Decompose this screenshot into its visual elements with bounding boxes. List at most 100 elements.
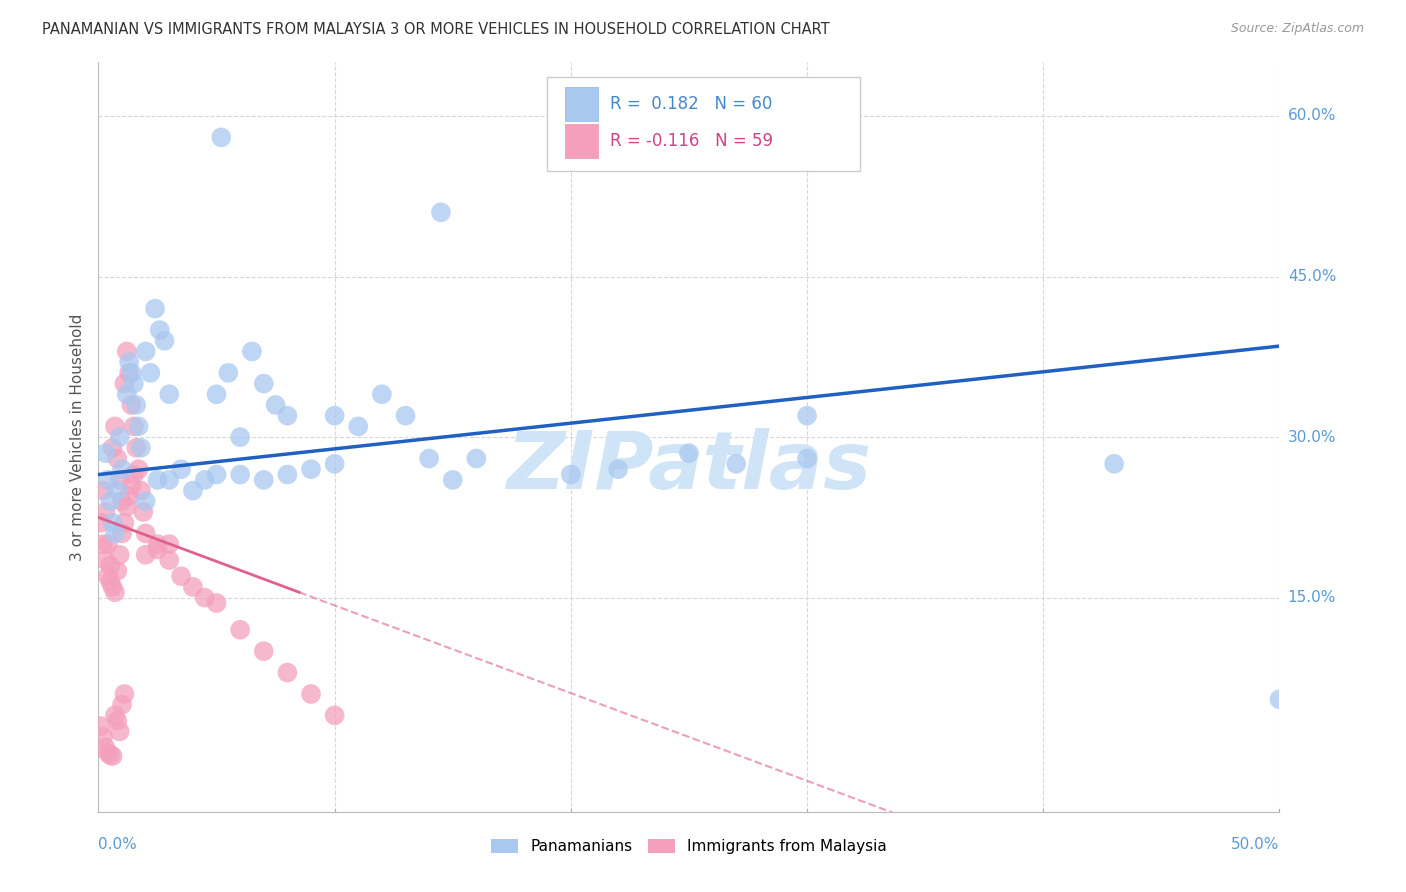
Point: [94, 446, 117, 460]
Text: 50.0%: 50.0%: [1232, 837, 1279, 852]
Point: [418, 451, 440, 466]
Point: [111, 698, 134, 712]
Point: [323, 708, 346, 723]
Point: [105, 564, 128, 578]
Point: [149, 323, 172, 337]
Point: [157, 553, 180, 567]
Point: [796, 451, 818, 466]
Point: [139, 366, 162, 380]
Point: [91, 537, 114, 551]
Point: [90, 719, 112, 733]
Point: [323, 409, 346, 423]
Point: [229, 467, 252, 482]
Point: [157, 473, 180, 487]
Legend: Panamanians, Immigrants from Malaysia: Panamanians, Immigrants from Malaysia: [485, 833, 893, 860]
Point: [217, 366, 239, 380]
Point: [299, 462, 322, 476]
Point: [253, 473, 276, 487]
Point: [112, 687, 135, 701]
Point: [194, 591, 217, 605]
Text: R =  0.182   N = 60: R = 0.182 N = 60: [610, 95, 772, 112]
Point: [194, 473, 217, 487]
Point: [118, 366, 141, 380]
Point: [94, 505, 117, 519]
Point: [205, 387, 228, 401]
Point: [264, 398, 287, 412]
Point: [465, 451, 488, 466]
Text: 0.0%: 0.0%: [98, 837, 138, 852]
Point: [94, 553, 117, 567]
Point: [129, 441, 152, 455]
Point: [111, 526, 134, 541]
Point: [205, 467, 228, 482]
Point: [441, 473, 464, 487]
Point: [91, 483, 114, 498]
Point: [240, 344, 263, 359]
Text: R = -0.116   N = 59: R = -0.116 N = 59: [610, 132, 773, 150]
Point: [97, 537, 120, 551]
Point: [146, 542, 169, 557]
Text: 60.0%: 60.0%: [1288, 109, 1336, 123]
Point: [157, 537, 180, 551]
Point: [104, 526, 127, 541]
Point: [560, 467, 582, 482]
Text: 15.0%: 15.0%: [1288, 591, 1336, 605]
Point: [122, 419, 145, 434]
Point: [105, 451, 128, 466]
Point: [209, 130, 232, 145]
Point: [104, 708, 127, 723]
Point: [253, 644, 276, 658]
Point: [276, 409, 298, 423]
Point: [104, 585, 127, 599]
Point: [157, 387, 180, 401]
Point: [153, 334, 176, 348]
Point: [97, 473, 120, 487]
Point: [121, 398, 143, 412]
Point: [205, 596, 228, 610]
Point: [371, 387, 394, 401]
Point: [607, 462, 630, 476]
Point: [125, 441, 148, 455]
Point: [101, 441, 124, 455]
Point: [347, 419, 370, 434]
Point: [118, 489, 141, 503]
Point: [101, 749, 124, 764]
Point: [129, 483, 152, 498]
FancyBboxPatch shape: [547, 78, 860, 171]
Point: [108, 473, 131, 487]
Point: [170, 462, 193, 476]
Point: [394, 409, 416, 423]
Point: [121, 478, 143, 492]
Point: [101, 516, 124, 530]
Point: [112, 376, 135, 391]
Point: [115, 500, 138, 514]
Point: [323, 457, 346, 471]
Point: [146, 537, 169, 551]
Point: [125, 398, 148, 412]
Point: [94, 740, 117, 755]
Point: [1268, 692, 1291, 706]
Point: [115, 387, 138, 401]
Point: [678, 446, 700, 460]
Point: [143, 301, 166, 316]
Point: [90, 516, 112, 530]
Point: [796, 409, 818, 423]
Point: [253, 376, 276, 391]
Point: [135, 526, 157, 541]
Point: [276, 665, 298, 680]
Point: [98, 747, 121, 762]
Point: [118, 355, 141, 369]
Point: [122, 467, 145, 482]
Point: [105, 483, 128, 498]
Point: [101, 580, 124, 594]
Point: [128, 419, 150, 434]
Point: [170, 569, 193, 583]
Point: [98, 558, 121, 573]
Point: [132, 505, 155, 519]
FancyBboxPatch shape: [565, 124, 598, 158]
Point: [181, 483, 204, 498]
Point: [276, 467, 298, 482]
Point: [229, 623, 252, 637]
Point: [108, 724, 131, 739]
Point: [229, 430, 252, 444]
